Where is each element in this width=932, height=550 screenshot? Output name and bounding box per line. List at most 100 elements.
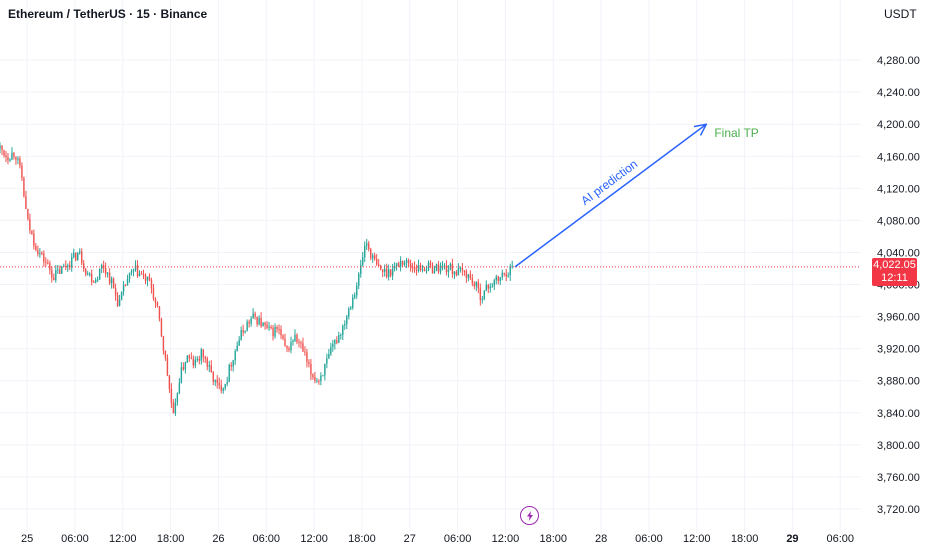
candle-body [445, 265, 448, 273]
candle [27, 208, 29, 221]
candle [9, 157, 11, 163]
candle [90, 269, 93, 286]
candle [122, 280, 125, 296]
candle-body [234, 351, 236, 361]
candle [457, 263, 460, 276]
candle-body [158, 306, 161, 319]
candle-body [142, 274, 145, 276]
candle-body [59, 269, 61, 274]
candle [236, 341, 238, 352]
candle-body [282, 335, 284, 339]
candle-body [387, 269, 390, 278]
candle-body [108, 272, 111, 284]
candle [7, 152, 9, 165]
candle [433, 265, 436, 274]
candle [230, 362, 232, 371]
candle-body [338, 335, 340, 343]
candle-body [489, 286, 492, 289]
candle-body [100, 265, 103, 269]
currency-label[interactable]: USDT [884, 7, 917, 21]
candle [67, 263, 69, 273]
candle [473, 281, 476, 290]
candle [102, 260, 105, 273]
candle [445, 260, 448, 276]
candle [3, 149, 5, 158]
candle [459, 266, 462, 273]
candle [148, 273, 151, 282]
candle [43, 250, 45, 267]
candle-body [308, 361, 310, 364]
candle-body [294, 334, 296, 342]
candle [328, 348, 330, 360]
candle [100, 263, 103, 274]
candle [377, 258, 380, 267]
candle-body [176, 393, 179, 402]
candle-body [383, 268, 386, 272]
lightning-glyph [526, 510, 533, 521]
candle [364, 241, 366, 263]
candle [290, 336, 292, 354]
candle-body [37, 249, 39, 255]
candle [0, 142, 1, 154]
candle-body [160, 318, 163, 337]
x-axis[interactable]: 25 06:00 12:00 18:00 26 06:00 12:00 18:00 27 06:0… [21, 533, 854, 545]
candle-body [82, 263, 85, 269]
candle [294, 329, 296, 342]
symbol-title[interactable]: Ethereum / TetherUS · 15 · Binance [8, 7, 208, 21]
candle [232, 359, 234, 372]
candle [356, 282, 358, 299]
candle-body [457, 268, 460, 276]
y-tick-label: 4,280.00 [877, 55, 920, 67]
candle-body [126, 278, 129, 286]
candle-body [17, 158, 19, 160]
x-tick-label: 18:00 [348, 533, 376, 545]
y-tick-label: 3,960.00 [877, 312, 920, 324]
candle [250, 315, 252, 327]
candle-body [132, 269, 135, 272]
candle [443, 263, 446, 270]
candle [138, 270, 141, 277]
candle-body [146, 276, 149, 281]
y-tick-label: 4,040.00 [877, 247, 920, 259]
candle-body [467, 274, 470, 278]
candle-body [477, 282, 480, 289]
candle [5, 151, 7, 163]
candle [276, 325, 278, 333]
candle [162, 335, 165, 355]
candle-body [298, 341, 300, 343]
candle-body [262, 322, 264, 327]
candle-body [451, 263, 454, 274]
candle [491, 282, 494, 288]
candle-body [334, 340, 336, 344]
candle [196, 356, 199, 363]
candle [507, 272, 509, 278]
candle [312, 373, 314, 380]
candle [272, 325, 274, 341]
candle [69, 261, 71, 271]
y-tick-label: 3,720.00 [877, 504, 920, 516]
candle [29, 213, 31, 234]
candle-body [252, 313, 254, 319]
annotation[interactable]: AI prediction Final TP [514, 123, 759, 268]
candle [411, 263, 414, 273]
candle [344, 320, 346, 330]
candle-body [148, 276, 151, 280]
x-tick-label: 12:00 [300, 533, 328, 545]
candle-body [447, 269, 450, 273]
candle-body [96, 279, 99, 281]
candle-body [465, 271, 468, 278]
candle-body [373, 255, 376, 259]
x-tick-label: 25 [21, 533, 33, 545]
candle-body [399, 260, 402, 267]
candle-body [136, 265, 139, 277]
lightning-icon[interactable] [520, 506, 539, 525]
candle-body [208, 365, 210, 367]
candle [435, 263, 438, 272]
candle [511, 260, 513, 269]
y-axis[interactable]: 4,280.00 4,240.00 4,200.00 4,160.00 4,120.00… [877, 55, 920, 516]
candle [168, 375, 171, 393]
candle-body [244, 330, 246, 333]
candle-body [274, 327, 276, 337]
candle [17, 156, 19, 165]
